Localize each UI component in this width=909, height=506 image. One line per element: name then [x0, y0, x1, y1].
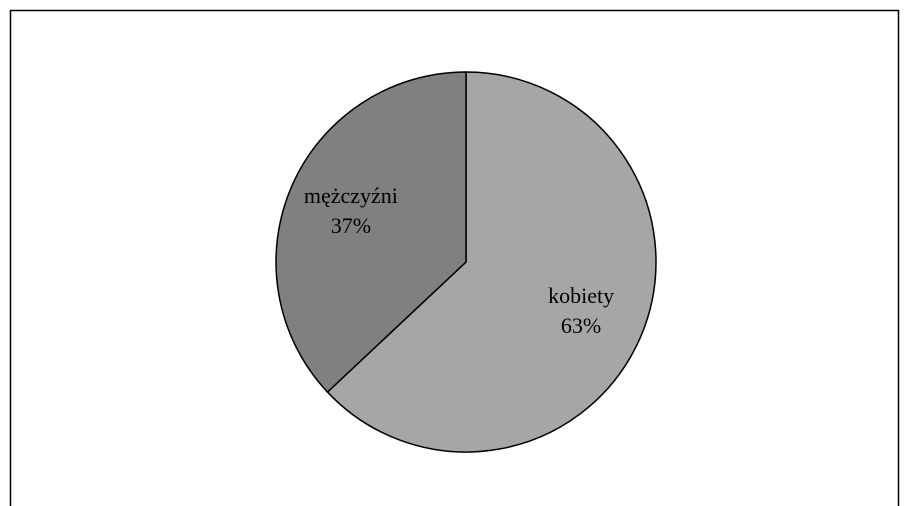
slice-label: mężczyźni: [304, 183, 398, 208]
pie-slice: [275, 71, 467, 394]
slice-label: kobiety: [548, 283, 614, 308]
pie-slice: [326, 71, 657, 453]
slice-value-label: 63%: [561, 313, 601, 338]
slice-value-label: 37%: [331, 213, 371, 238]
